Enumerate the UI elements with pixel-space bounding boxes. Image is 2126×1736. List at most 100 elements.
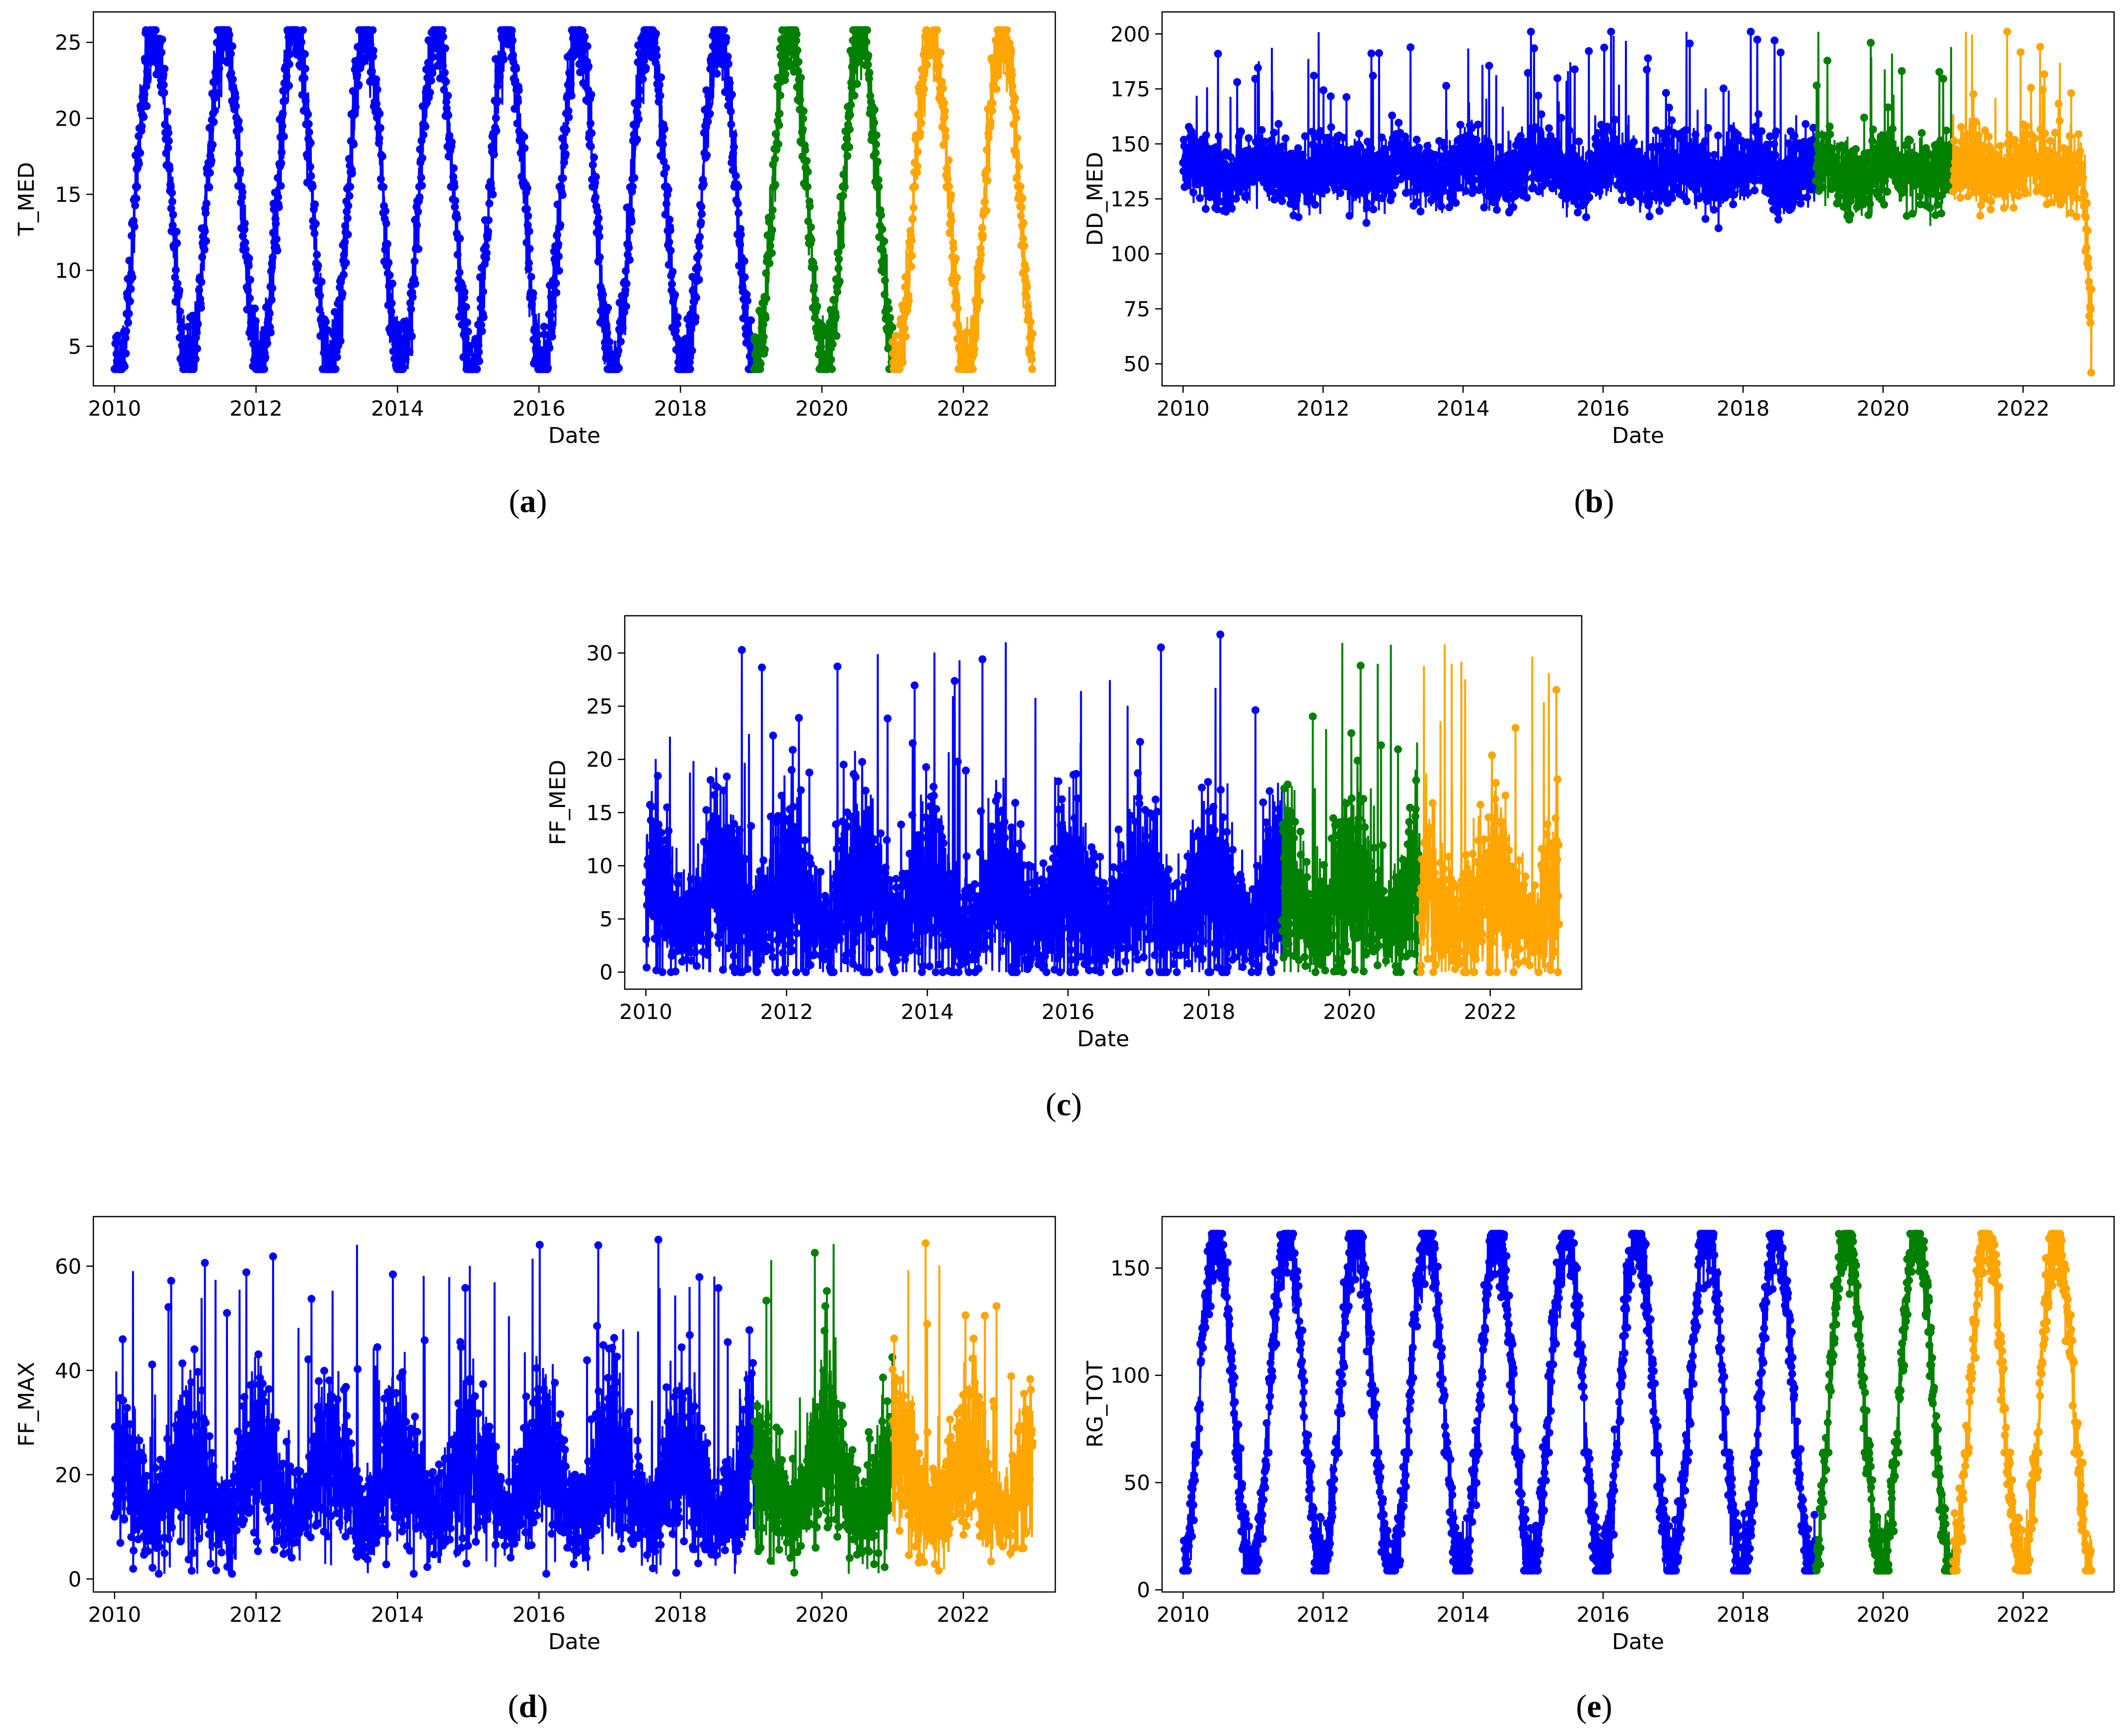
data-point [886, 314, 894, 322]
data-point [1310, 72, 1318, 80]
data-point [1730, 190, 1739, 199]
data-point [417, 173, 425, 182]
data-point [2063, 146, 2072, 154]
data-point [130, 222, 139, 231]
data-point [774, 140, 783, 148]
data-point [349, 87, 357, 95]
data-point [970, 345, 979, 354]
data-point [1645, 212, 1654, 220]
data-point [1242, 191, 1250, 200]
data-point [552, 289, 561, 297]
data-point [1024, 303, 1032, 311]
data-point [322, 318, 330, 326]
data-point [1813, 81, 1821, 90]
data-point [342, 259, 350, 267]
data-point [214, 89, 222, 97]
data-point [1484, 137, 1492, 145]
data-point [314, 261, 322, 270]
data-point [1939, 74, 1947, 83]
data-point [2074, 130, 2083, 139]
data-point [1018, 203, 1026, 212]
data-point [953, 304, 962, 313]
data-point [151, 26, 160, 34]
data-point [2072, 213, 2081, 221]
data-point [1701, 137, 1709, 145]
data-point [1790, 132, 1799, 140]
data-point [839, 191, 847, 200]
data-point [462, 303, 470, 311]
data-point [280, 132, 288, 141]
data-point [1403, 188, 1411, 197]
data-point [944, 175, 952, 183]
data-point [1339, 134, 1347, 142]
data-point [793, 30, 801, 38]
data-point [1644, 54, 1652, 63]
data-point [131, 201, 140, 210]
data-point [1729, 200, 1737, 209]
data-point [263, 339, 272, 348]
data-point [1987, 197, 1995, 206]
data-point [416, 145, 424, 153]
data-point [197, 303, 205, 312]
data-point [773, 82, 782, 90]
data-point [490, 150, 498, 158]
data-point [300, 74, 309, 82]
data-point [411, 280, 420, 288]
data-point [274, 193, 283, 201]
data-point [210, 118, 218, 126]
data-point [475, 357, 484, 365]
data-point [279, 109, 287, 118]
data-point [1781, 182, 1790, 190]
data-point [774, 73, 782, 82]
data-point [1986, 205, 1995, 214]
data-point [801, 146, 809, 154]
data-point [125, 256, 134, 265]
data-point [344, 202, 353, 210]
data-point [931, 41, 939, 49]
data-point [525, 227, 533, 235]
data-point [855, 58, 864, 66]
data-point [923, 61, 931, 69]
data-point [313, 251, 321, 259]
data-point [700, 129, 708, 137]
data-point [743, 296, 752, 305]
data-point [951, 289, 959, 297]
data-point [340, 251, 348, 259]
data-point [241, 245, 250, 254]
data-point [523, 221, 532, 229]
data-point [555, 252, 563, 261]
data-point [1753, 35, 1761, 44]
panel-caption-a: (a) [509, 483, 547, 519]
y-tick-label: 5 [68, 334, 81, 359]
data-point [520, 144, 529, 152]
data-point [586, 119, 595, 128]
data-point [694, 251, 703, 260]
data-point [939, 141, 948, 149]
data-point [1274, 120, 1283, 128]
data-point [1522, 174, 1530, 183]
data-point [450, 203, 459, 211]
data-point [565, 113, 573, 122]
data-point [913, 162, 922, 170]
data-point [595, 232, 603, 241]
data-point [1906, 136, 1914, 145]
y-tick-label: 175 [1110, 77, 1150, 101]
data-point [378, 152, 386, 160]
data-point [2019, 176, 2028, 185]
data-point [551, 259, 560, 268]
data-point [475, 348, 483, 356]
data-point [169, 211, 177, 219]
data-point [143, 68, 151, 76]
data-point [546, 311, 555, 319]
data-point [2076, 147, 2084, 155]
data-point [913, 168, 921, 177]
data-point [168, 197, 176, 206]
series-markers-validation-a [750, 26, 896, 373]
data-point [1585, 193, 1594, 202]
data-point [630, 174, 639, 182]
data-point [426, 88, 434, 97]
data-point [277, 159, 286, 167]
data-point [388, 280, 397, 288]
data-point [1774, 216, 1782, 224]
data-point [781, 76, 789, 84]
